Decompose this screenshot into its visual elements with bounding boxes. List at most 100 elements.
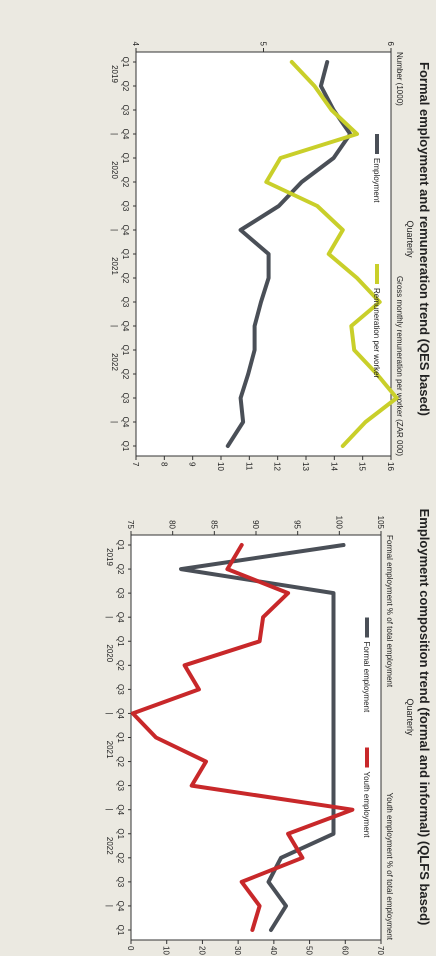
left-tick-label: 80: [168, 520, 177, 529]
left-tick-label: 95: [293, 520, 302, 529]
plot-area: [130, 534, 382, 941]
legend-entry: Formal employment: [362, 642, 371, 713]
x-year-label: |: [110, 421, 119, 423]
right-tick-label: 14: [329, 462, 338, 471]
left-tick-label: 90: [251, 520, 260, 529]
x-tick-label: Q4: [116, 804, 125, 815]
right-tick-label: 60: [340, 946, 349, 955]
x-tick-label: Q1: [116, 636, 125, 647]
right-tick-label: 10: [162, 946, 171, 955]
left-tick-label: 100: [334, 516, 343, 530]
right-tick-label: 40: [269, 946, 278, 955]
x-tick-label: Q2: [121, 177, 130, 188]
x-tick-label: Q2: [121, 273, 130, 284]
right-tick-label: 20: [197, 946, 206, 955]
x-tick-label: Q4: [116, 901, 125, 912]
right-tick-label: 0: [126, 946, 135, 951]
x-tick-label: Q2: [121, 81, 130, 92]
chart-panel-2: Employment composition trend (formal and…: [0, 478, 436, 956]
x-tick-label: Q2: [116, 564, 125, 575]
x-year-label: |: [105, 905, 114, 907]
chart-title: Formal employment and remuneration trend…: [417, 62, 432, 416]
right-tick-label: 50: [305, 946, 314, 955]
x-tick-label: Q4: [121, 321, 130, 332]
right-tick-label: 12: [273, 462, 282, 471]
x-tick-label: Q2: [116, 756, 125, 767]
chart-subtitle: Quarterly: [405, 698, 415, 736]
chart-panel-1: Formal employment and remuneration trend…: [110, 41, 432, 472]
x-tick-label: Q1: [121, 57, 130, 68]
x-year-label: 2020: [110, 161, 119, 179]
left-tick-label: 4: [131, 42, 140, 47]
right-tick-label: 7: [131, 462, 140, 467]
x-tick-label: Q2: [121, 369, 130, 380]
x-tick-label: Q1: [121, 153, 130, 164]
chart-subtitle: Quarterly: [405, 220, 415, 258]
x-tick-label: Q2: [116, 852, 125, 863]
right-tick-label: 8: [159, 462, 168, 467]
x-year-label: |: [105, 712, 114, 714]
x-tick-label: Q4: [121, 417, 130, 428]
left-tick-label: 105: [376, 516, 385, 530]
legend-entry: Remuneration per worker: [372, 288, 381, 379]
right-tick-label: 10: [216, 462, 225, 471]
x-tick-label: Q4: [116, 708, 125, 719]
x-year-label: 2021: [105, 741, 114, 759]
left-axis-label: Number (1000): [395, 52, 404, 106]
x-tick-label: Q3: [121, 297, 130, 308]
series-line-2: [264, 60, 399, 448]
right-tick-label: 11: [244, 462, 253, 471]
x-tick-label: Q3: [121, 393, 130, 404]
x-tick-label: Q3: [121, 105, 130, 116]
left-tick-label: 75: [126, 520, 135, 529]
x-tick-label: Q1: [116, 540, 125, 551]
legend-entry: Employment: [372, 158, 381, 203]
right-tick-label: 70: [376, 946, 385, 955]
x-tick-label: Q1: [116, 925, 125, 936]
x-tick-label: Q4: [116, 612, 125, 623]
x-year-label: |: [110, 325, 119, 327]
x-tick-label: Q1: [116, 828, 125, 839]
x-tick-label: Q3: [116, 877, 125, 888]
legend-entry: Youth employment: [362, 772, 371, 839]
plot-area: [135, 51, 392, 457]
x-tick-label: Q1: [121, 441, 130, 452]
x-tick-label: Q3: [121, 201, 130, 212]
left-tick-label: 85: [209, 520, 218, 529]
x-year-label: |: [110, 133, 119, 135]
right-axis-label: Gross monthly remuneration per worker (Z…: [395, 276, 404, 456]
left-axis-label: Formal employment % of total employment: [385, 535, 394, 688]
x-tick-label: Q3: [116, 684, 125, 695]
x-year-label: 2020: [105, 644, 114, 662]
x-tick-label: Q3: [116, 588, 125, 599]
x-year-label: 2019: [110, 65, 119, 83]
x-tick-label: Q4: [121, 225, 130, 236]
left-tick-label: 6: [386, 42, 395, 47]
x-year-label: 2022: [110, 353, 119, 371]
right-tick-label: 9: [188, 462, 197, 467]
x-year-label: 2019: [105, 548, 114, 566]
x-tick-label: Q1: [116, 732, 125, 743]
x-tick-label: Q1: [121, 345, 130, 356]
right-tick-label: 13: [301, 462, 310, 471]
x-year-label: 2021: [110, 257, 119, 275]
x-tick-label: Q3: [116, 780, 125, 791]
x-year-label: 2022: [105, 837, 114, 855]
series-line-2: [130, 543, 355, 932]
right-tick-label: 15: [358, 462, 367, 471]
right-tick-label: 16: [386, 462, 395, 471]
x-year-label: |: [110, 229, 119, 231]
right-tick-label: 30: [233, 946, 242, 955]
x-tick-label: Q1: [121, 249, 130, 260]
x-year-label: |: [105, 809, 114, 811]
right-axis-label: Youth employment % of total employment: [385, 793, 394, 941]
chart-title: Employment composition trend (formal and…: [417, 509, 432, 926]
left-tick-label: 5: [259, 42, 268, 47]
x-year-label: |: [105, 616, 114, 618]
x-tick-label: Q4: [121, 129, 130, 140]
x-tick-label: Q2: [116, 660, 125, 671]
series-line-1: [225, 60, 353, 448]
